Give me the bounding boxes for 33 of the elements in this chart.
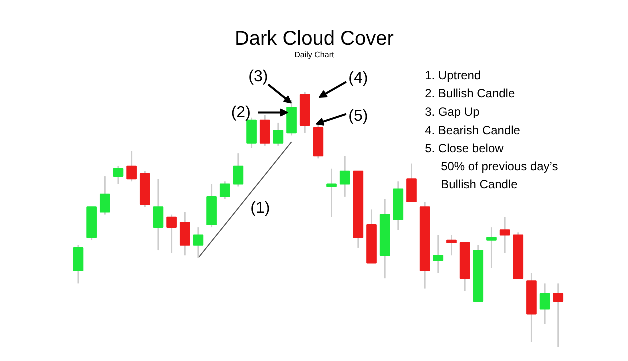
candlestick	[193, 226, 204, 259]
annotation: 5. Close below 50% of previous day’s Bullish Candle	[425, 141, 558, 192]
candlestick	[180, 212, 190, 256]
annotation: (1)	[250, 200, 270, 217]
annotation: 4. Bearish Candle	[425, 123, 521, 138]
candlestick	[166, 214, 177, 254]
candlestick	[233, 152, 244, 188]
candlestick	[540, 282, 550, 326]
candlestick	[446, 234, 457, 256]
candlestick	[326, 168, 337, 218]
candlestick	[113, 166, 124, 185]
candlestick	[553, 282, 564, 348]
candlestick	[486, 226, 497, 270]
candlestick	[406, 163, 417, 203]
annotation: (5)	[348, 108, 368, 125]
candlestick	[273, 122, 284, 147]
candlestick	[500, 216, 510, 254]
chart-title: Dark Cloud Cover	[234, 28, 394, 50]
candlestick	[73, 244, 84, 284]
text: (4)	[348, 70, 368, 87]
candlestick	[153, 178, 164, 252]
annotation: 3. Gap Up	[425, 105, 480, 120]
candlestick	[433, 234, 444, 274]
candlestick	[100, 176, 110, 216]
candlestick	[340, 155, 350, 198]
annotation: 2. Bullish Candle	[425, 86, 516, 100]
annotation: (2)	[231, 104, 251, 122]
text: (3)	[248, 68, 268, 86]
candlestick	[220, 180, 230, 200]
candlestick	[126, 150, 137, 182]
chart-subtitle: Daily Chart	[294, 50, 335, 60]
candlestick	[260, 114, 270, 147]
text: 1. Uptrend	[425, 68, 482, 82]
